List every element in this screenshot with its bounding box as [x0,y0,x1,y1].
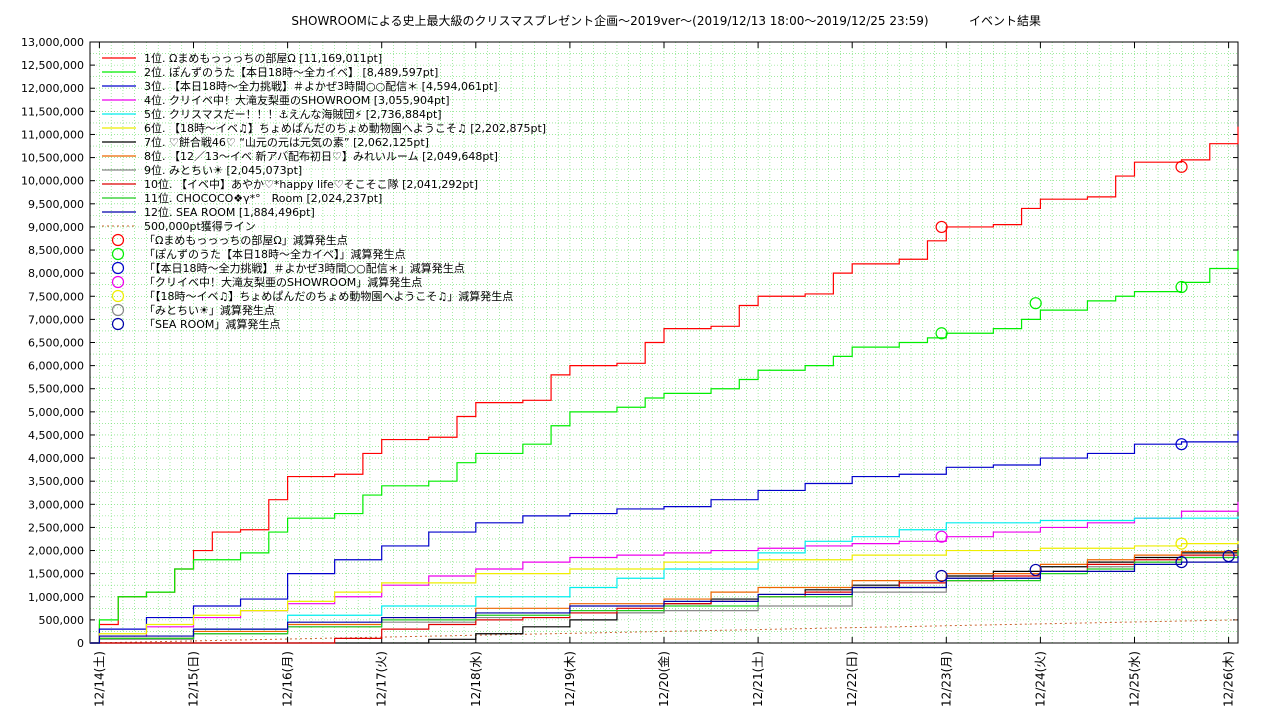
legend-entry-10: 10位. 【イベ中】あやか♡*happy life♡そこそこ隊 [2,041,2… [144,177,478,191]
legend-entry-reference: 500,000pt獲得ライン [144,220,256,233]
y-tick-label: 500,000 [39,614,85,627]
legend-marker [111,317,125,331]
y-tick-label: 3,000,000 [28,498,84,511]
x-tick-label: 12/19(木) [563,651,577,707]
legend-entry-12: 12位. SEA ROOM [1,884,496pt] [144,205,315,219]
marker-point-7 [935,569,948,583]
series-line-6 [90,541,1239,644]
marker-point-1 [1175,160,1188,173]
x-tick-label: 12/17(火) [375,651,389,707]
y-tick-label: 12,500,000 [21,59,84,72]
marker-layer [935,160,1235,583]
y-tick-label: 1,000,000 [28,591,84,604]
marker-point-7 [1029,563,1042,577]
axes: 0 500,000 1,000,000 1,500,000 2,000,000 2,500… [21,36,1239,707]
chart-title-suffix: イベント結果 [969,14,1041,28]
marker-point-7 [1222,549,1235,563]
marker-point-3 [1175,438,1188,451]
legend: 1位. Ωまめもっっっちの部屋Ω [11,169,011pt]2位. ぽんずのう… [102,51,546,331]
marker-point-2 [1175,280,1188,294]
legend-entry-3: 3位. 【本日18時〜全力挑戦】＃よかぜ3時間○○配信＊ [4,594,061p… [144,79,498,93]
marker-point-5 [1175,537,1188,550]
y-tick-label: 2,500,000 [28,521,84,534]
legend-entry-9: 9位. みとちい☀ [2,045,073pt] [144,163,302,177]
y-tick-label: 10,000,000 [21,175,84,188]
x-tick-label: 12/23(月) [939,651,953,707]
y-tick-label: 13,000,000 [21,36,84,49]
marker-point-4 [935,530,948,543]
chart-title: SHOWROOMによる史上最大級のクリスマスプレゼント企画〜2019ver〜(2… [291,13,928,28]
y-tick-label: 4,500,000 [28,429,84,442]
marker-point-1 [935,220,948,234]
x-tick-label: 12/20(金) [656,651,671,707]
x-tick-label: 12/24(火) [1033,651,1047,707]
legend-marker [111,303,125,317]
legend-marker-entry-3: 「【本日18時〜全力挑戦】＃よかぜ3時間○○配信＊」減算発生点 [144,261,465,275]
legend-marker [111,233,125,247]
marker-point-2 [935,327,948,340]
legend-entry-8: 8位. 【12／13〜イベ 新アバ配布初日♡】みれいルーム [2,049,648… [144,149,498,163]
marker-point-7 [1175,555,1188,569]
y-tick-label: 9,500,000 [28,198,84,211]
series-line-1 [90,126,1239,644]
legend-marker-entry-5: 「【18時〜イベ♫】ちょめぱんだのちょめ動物園へようこそ♫」減算発生点 [144,289,513,303]
y-tick-label: 6,000,000 [28,360,84,373]
legend-marker [111,289,125,303]
x-tick-label: 12/18(水) [469,651,483,707]
legend-entry-4: 4位. クリイベ中！大滝友梨亜のSHOWROOM [3,055,904pt] [144,93,450,107]
series-line-2 [90,250,1239,644]
y-tick-label: 7,500,000 [28,290,84,303]
legend-marker [111,275,125,289]
legend-marker-entry-1: 「Ωまめもっっっちの部屋Ω」減算発生点 [144,233,348,247]
y-tick-label: 11,000,000 [21,128,84,141]
y-tick-label: 2,000,000 [28,545,84,558]
legend-entry-2: 2位. ぽんずのうた【本日18時〜全カイベ】 [8,489,597pt] [144,65,438,79]
y-tick-label: 4,000,000 [28,452,84,465]
legend-marker [111,247,125,261]
legend-marker-entry-4: 「クリイベ中！大滝友梨亜のSHOWROOM」減算発生点 [144,275,422,289]
x-tick-label: 12/14(土) [92,651,106,707]
y-tick-label: 0 [77,637,84,650]
x-tick-label: 12/15(日) [187,651,201,707]
x-tick-label: 12/22(日) [845,651,859,707]
x-tick-label: 12/21(土) [751,651,765,707]
y-tick-label: 6,500,000 [28,337,84,350]
y-tick-label: 5,500,000 [28,383,84,396]
y-tick-label: 7,000,000 [28,313,84,326]
legend-entry-11: 11位. CHOCOCO❖γ*° Room [2,024,237pt] [144,191,382,205]
y-tick-label: 8,000,000 [28,267,84,280]
legend-entry-5: 5位. クリスマスだー！！！⚓えんな海賊団⚡ [2,736,884pt] [144,107,442,121]
marker-point-2 [1029,297,1042,310]
y-tick-label: 8,500,000 [28,244,84,257]
series-line-12 [90,555,1239,644]
legend-entry-7: 7位. ♡餅合戦46♡ “山元の元は元気の素” [2,062,125pt] [144,135,429,149]
y-tick-label: 3,500,000 [28,475,84,488]
legend-marker-entry-7: 「SEA ROOM」減算発生点 [144,317,280,331]
series-layer [89,126,1239,644]
legend-marker-entry-2: 「ぽんずのうた【本日18時〜全カイベ】」減算発生点 [144,247,406,261]
y-tick-label: 12,000,000 [21,82,84,95]
y-tick-label: 9,000,000 [28,221,84,234]
y-tick-label: 1,500,000 [28,568,84,581]
x-tick-label: 12/26(木) [1222,651,1236,707]
legend-marker-entry-6: 「みとちい☀」減算発生点 [144,303,275,317]
legend-entry-6: 6位. 【18時〜イベ♫】ちょめぱんだのちょめ動物園へようこそ♫ [2,202,… [144,121,546,135]
y-tick-label: 11,500,000 [21,105,84,118]
y-tick-label: 5,000,000 [28,406,84,419]
series-line-3 [90,430,1239,644]
reference-line [89,619,1239,644]
legend-entry-1: 1位. Ωまめもっっっちの部屋Ω [11,169,011pt] [144,51,382,65]
y-tick-label: 10,500,000 [21,152,84,165]
legend-marker [111,261,125,275]
x-tick-label: 12/25(水) [1127,651,1141,707]
x-tick-label: 12/16(月) [281,651,295,707]
